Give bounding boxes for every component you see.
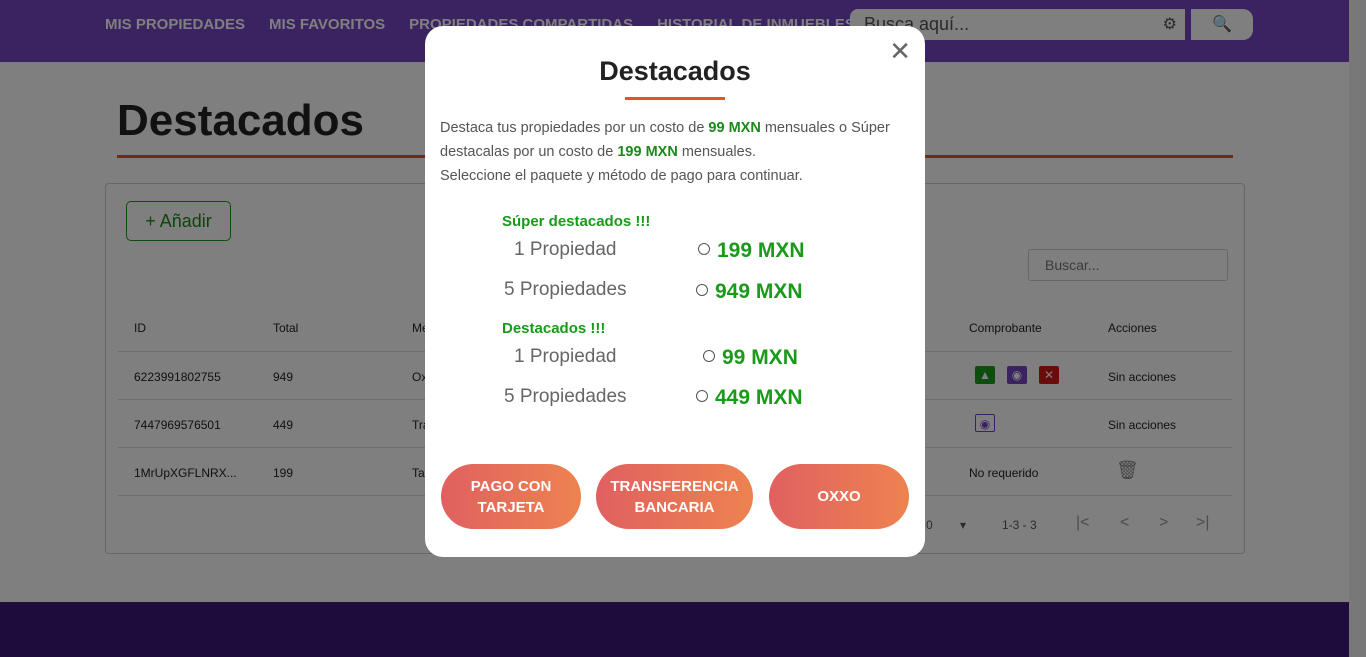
modal-title-underline (625, 97, 725, 100)
radio-icon (696, 390, 708, 402)
radio-normal-1[interactable]: 99 MXN (703, 346, 798, 370)
destacados-label: Destacados !!! (502, 320, 606, 337)
close-icon[interactable]: ✕ (889, 36, 911, 66)
modal-title: Destacados (599, 56, 751, 86)
option-label: 1 Propiedad (514, 346, 617, 367)
radio-icon (703, 350, 715, 362)
option-label: 5 Propiedades (504, 279, 627, 300)
option-label: 1 Propiedad (514, 239, 617, 260)
modal-description: Destaca tus propiedades por un costo de … (440, 120, 890, 184)
pay-card-button[interactable]: PAGO CON TARJETA (441, 464, 581, 529)
radio-super-5[interactable]: 949 MXN (696, 280, 803, 304)
radio-icon (698, 243, 710, 255)
option-label: 5 Propiedades (504, 386, 627, 407)
radio-icon (696, 284, 708, 296)
super-destacados-label: Súper destacados !!! (502, 213, 651, 230)
destacados-modal: ✕ Destacados Destaca tus propiedades por… (425, 26, 925, 557)
radio-super-1[interactable]: 199 MXN (698, 239, 805, 263)
bank-transfer-button[interactable]: TRANSFERENCIA BANCARIA (596, 464, 753, 529)
oxxo-button[interactable]: OXXO (769, 464, 909, 529)
radio-normal-5[interactable]: 449 MXN (696, 386, 803, 410)
